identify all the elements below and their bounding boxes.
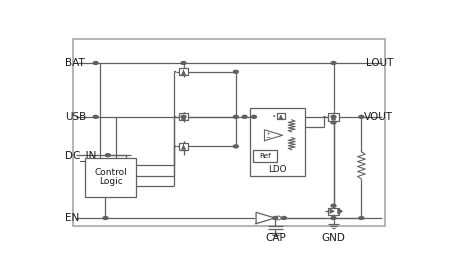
Text: GND: GND xyxy=(322,233,346,243)
Circle shape xyxy=(234,145,239,148)
Circle shape xyxy=(181,115,186,118)
Circle shape xyxy=(282,217,287,220)
Text: EN: EN xyxy=(65,213,80,223)
Bar xyxy=(179,68,188,75)
Text: −: − xyxy=(265,135,270,140)
Bar xyxy=(179,113,188,120)
Circle shape xyxy=(93,115,98,118)
Bar xyxy=(253,150,277,162)
Text: +: + xyxy=(265,131,270,136)
Circle shape xyxy=(242,115,247,118)
Circle shape xyxy=(181,61,186,64)
Bar xyxy=(179,143,188,150)
Text: CAP: CAP xyxy=(265,233,286,243)
Circle shape xyxy=(93,61,98,64)
Circle shape xyxy=(359,217,364,220)
Text: Logic: Logic xyxy=(99,177,122,186)
Text: LOUT: LOUT xyxy=(366,58,393,68)
Text: LDO: LDO xyxy=(268,165,287,174)
Circle shape xyxy=(273,217,278,220)
Polygon shape xyxy=(265,130,283,141)
Circle shape xyxy=(331,217,336,220)
Circle shape xyxy=(331,121,336,124)
Text: DC_IN: DC_IN xyxy=(65,150,97,160)
Bar xyxy=(250,108,305,176)
Text: Control: Control xyxy=(94,168,127,177)
Circle shape xyxy=(175,71,176,72)
Circle shape xyxy=(175,146,176,147)
Circle shape xyxy=(105,154,110,157)
Bar xyxy=(277,113,284,119)
Circle shape xyxy=(252,115,256,118)
Bar xyxy=(73,39,385,226)
Circle shape xyxy=(103,217,108,220)
Text: USB: USB xyxy=(65,112,86,122)
Text: Ref: Ref xyxy=(259,153,271,159)
Circle shape xyxy=(331,115,336,118)
Circle shape xyxy=(331,204,336,207)
Circle shape xyxy=(234,115,239,118)
Bar xyxy=(328,208,338,215)
Circle shape xyxy=(175,116,176,117)
Polygon shape xyxy=(256,212,275,224)
Circle shape xyxy=(275,216,281,220)
Polygon shape xyxy=(338,209,342,214)
Bar xyxy=(85,158,136,197)
Circle shape xyxy=(324,116,325,117)
Text: VOUT: VOUT xyxy=(364,112,393,122)
Text: BAT: BAT xyxy=(65,58,85,68)
Circle shape xyxy=(331,61,336,64)
Circle shape xyxy=(234,70,239,73)
Bar xyxy=(328,113,338,120)
Circle shape xyxy=(359,115,364,118)
